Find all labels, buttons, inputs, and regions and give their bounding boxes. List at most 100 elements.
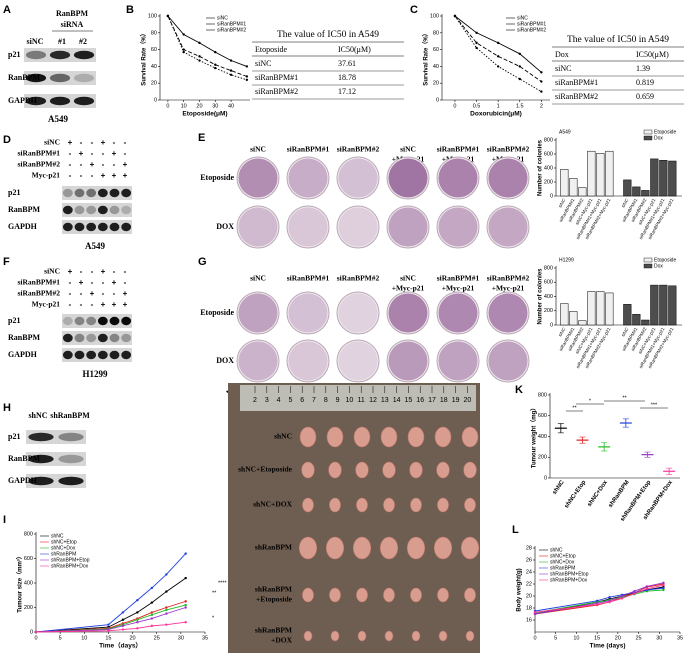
label: Etoposide [200,173,234,182]
y-tick-label: 800 [544,265,553,271]
series-line [35,604,186,633]
tumour [329,497,341,513]
legend-label: shRanBPM+Etop [51,557,90,563]
y-tick-label: 16 [526,617,532,623]
label: +Myc-p21 [442,284,475,293]
tumour [328,461,342,479]
tumour [301,461,315,479]
point [633,590,636,593]
tumour [298,536,318,560]
label: - [102,278,105,287]
x-tick-label: 0 [166,103,169,109]
label: - [91,300,94,309]
point [662,587,665,590]
label: siNC [250,145,266,154]
label: - [91,267,94,276]
series-line [35,600,186,633]
plate [236,205,280,249]
tumour [434,426,452,448]
point [184,552,187,555]
label: p21 [8,50,20,59]
ruler-number: 2 [253,397,257,404]
label: + [112,149,117,158]
x-tick-label: 5 [59,635,62,641]
label: siRanBPM#2 [17,289,60,298]
y-tick-label: 400 [538,434,547,440]
y-tick-label: 60 [151,47,157,53]
tumour [380,426,398,448]
label: - [91,171,94,180]
panel-letter: L [512,524,519,536]
plate [286,205,330,249]
label: RanBPM [56,9,88,18]
blot-band [121,205,132,215]
x-tick-label: shRanBPM [608,480,631,509]
blot-band [62,188,73,198]
bar [578,320,587,326]
label: siRanBPM#2 [255,87,298,96]
bar [650,158,659,197]
label: shNC [274,432,292,441]
label: Etoposide [255,45,287,54]
label: DOX [216,222,234,231]
tumour [460,536,480,560]
plate [336,205,380,249]
tumour [410,587,422,603]
point [150,617,154,620]
bar [596,153,605,197]
colonies [388,341,428,381]
x-tick-label: 20 [196,103,202,109]
legend-swatch [643,263,653,269]
blot-band [97,222,108,232]
y-tick-label: 100 [430,13,439,19]
bar [668,285,677,326]
label: - [102,160,105,169]
point [136,627,139,630]
tumour [464,497,476,513]
point [165,590,168,593]
label: siNC [250,274,266,283]
blot-band [28,476,54,486]
bar [587,291,596,326]
label: GAPDH [8,476,38,485]
label: shNC [28,411,47,420]
label: siRanBPM#1 [17,149,60,158]
point [150,611,154,614]
point [608,600,611,604]
bar [623,304,632,326]
point [620,594,624,598]
blot-band [28,454,54,464]
y-axis-label: Number of colonies [538,268,544,325]
x-tick-label: 0.5 [473,103,481,109]
panel-letter: G [198,256,207,268]
label: - [69,289,72,298]
label: siNC [27,37,44,46]
panel-letter: A [3,4,11,16]
point [182,50,185,54]
tumour [411,630,421,642]
colonies [338,341,378,381]
legend-label: siNC [217,15,228,21]
blot-band [58,476,84,486]
legend-label: shRanBPM+Etop [550,571,589,577]
colonies [438,293,478,333]
ruler [240,385,476,411]
plate [236,291,280,335]
bar [623,179,632,197]
point [245,75,249,78]
blot-band [97,350,108,360]
y-tick-label: 80 [433,30,439,36]
label: shRanBPM [255,626,292,635]
colonies [338,207,378,247]
label: p21 [8,188,20,197]
x-tick-label: 1.5 [516,103,524,109]
point [121,618,125,621]
tumour [436,461,450,479]
point [496,55,500,58]
label: siNC [255,59,271,68]
colonies [288,341,328,381]
bar [641,190,650,197]
bar [569,178,578,197]
y-tick-label: 60 [433,47,439,53]
bar [668,160,677,197]
